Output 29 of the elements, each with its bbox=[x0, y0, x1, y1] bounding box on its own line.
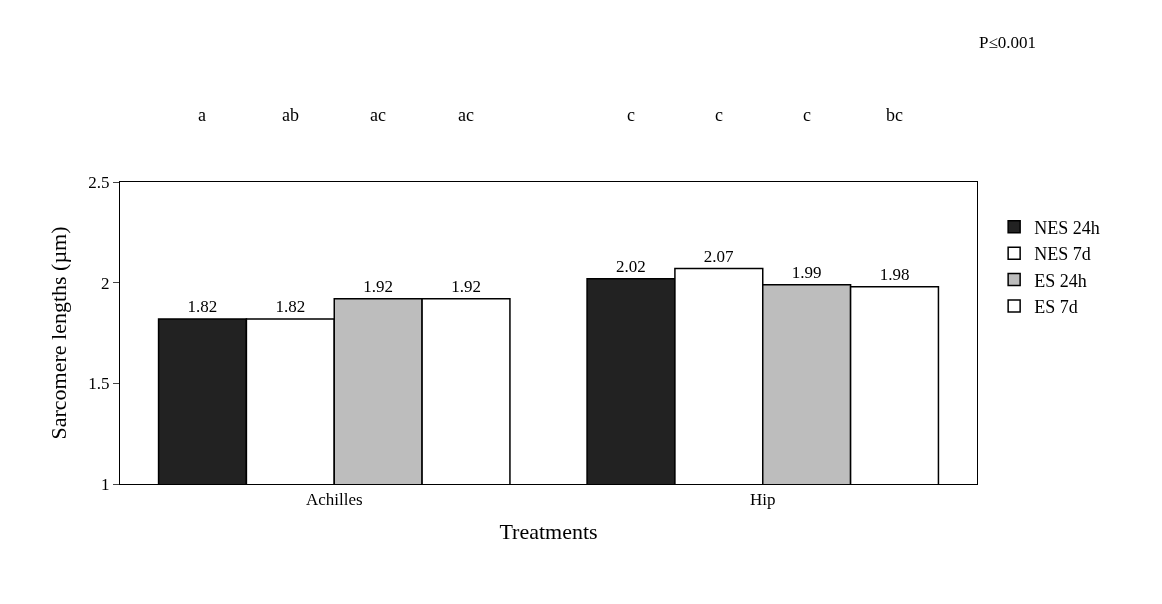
legend-label: NES 24h bbox=[1034, 217, 1100, 238]
data-label: 1.99 bbox=[791, 262, 822, 282]
data-label: 2.07 bbox=[703, 246, 734, 266]
y-tick-label: 2.5 bbox=[88, 172, 110, 192]
legend-label: NES 7d bbox=[1034, 244, 1091, 265]
x-tick-label: Hip bbox=[750, 490, 776, 510]
text: c bbox=[715, 105, 723, 125]
text: ac bbox=[370, 105, 386, 125]
data-label: 1.92 bbox=[363, 276, 394, 296]
text: bc bbox=[886, 105, 903, 125]
text: a bbox=[198, 105, 206, 125]
y-tick-label: 2 bbox=[101, 273, 110, 293]
text: P≤0.001 bbox=[979, 33, 1037, 52]
text: ab bbox=[282, 105, 299, 125]
text: ac bbox=[458, 105, 474, 125]
y-tick-label: 1.5 bbox=[88, 374, 110, 394]
legend-label: ES 24h bbox=[1034, 270, 1087, 291]
y-tick-label: 1 bbox=[101, 474, 110, 494]
legend-label: ES 7d bbox=[1034, 296, 1078, 317]
text: c bbox=[627, 105, 635, 125]
data-label: 2.02 bbox=[616, 256, 646, 276]
y-axis-title: Sarcomere lengths (µm) bbox=[46, 226, 72, 440]
data-label: 1.98 bbox=[879, 264, 910, 284]
data-label: 1.82 bbox=[275, 296, 306, 316]
data-label: 1.92 bbox=[451, 276, 481, 296]
x-axis-title: Treatments bbox=[499, 519, 598, 545]
text: c bbox=[803, 105, 811, 125]
data-label: 1.82 bbox=[187, 296, 218, 316]
x-tick-label: Achilles bbox=[305, 490, 363, 510]
